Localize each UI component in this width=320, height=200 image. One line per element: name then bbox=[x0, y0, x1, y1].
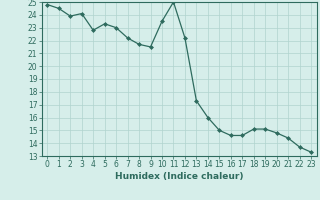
X-axis label: Humidex (Indice chaleur): Humidex (Indice chaleur) bbox=[115, 172, 244, 181]
